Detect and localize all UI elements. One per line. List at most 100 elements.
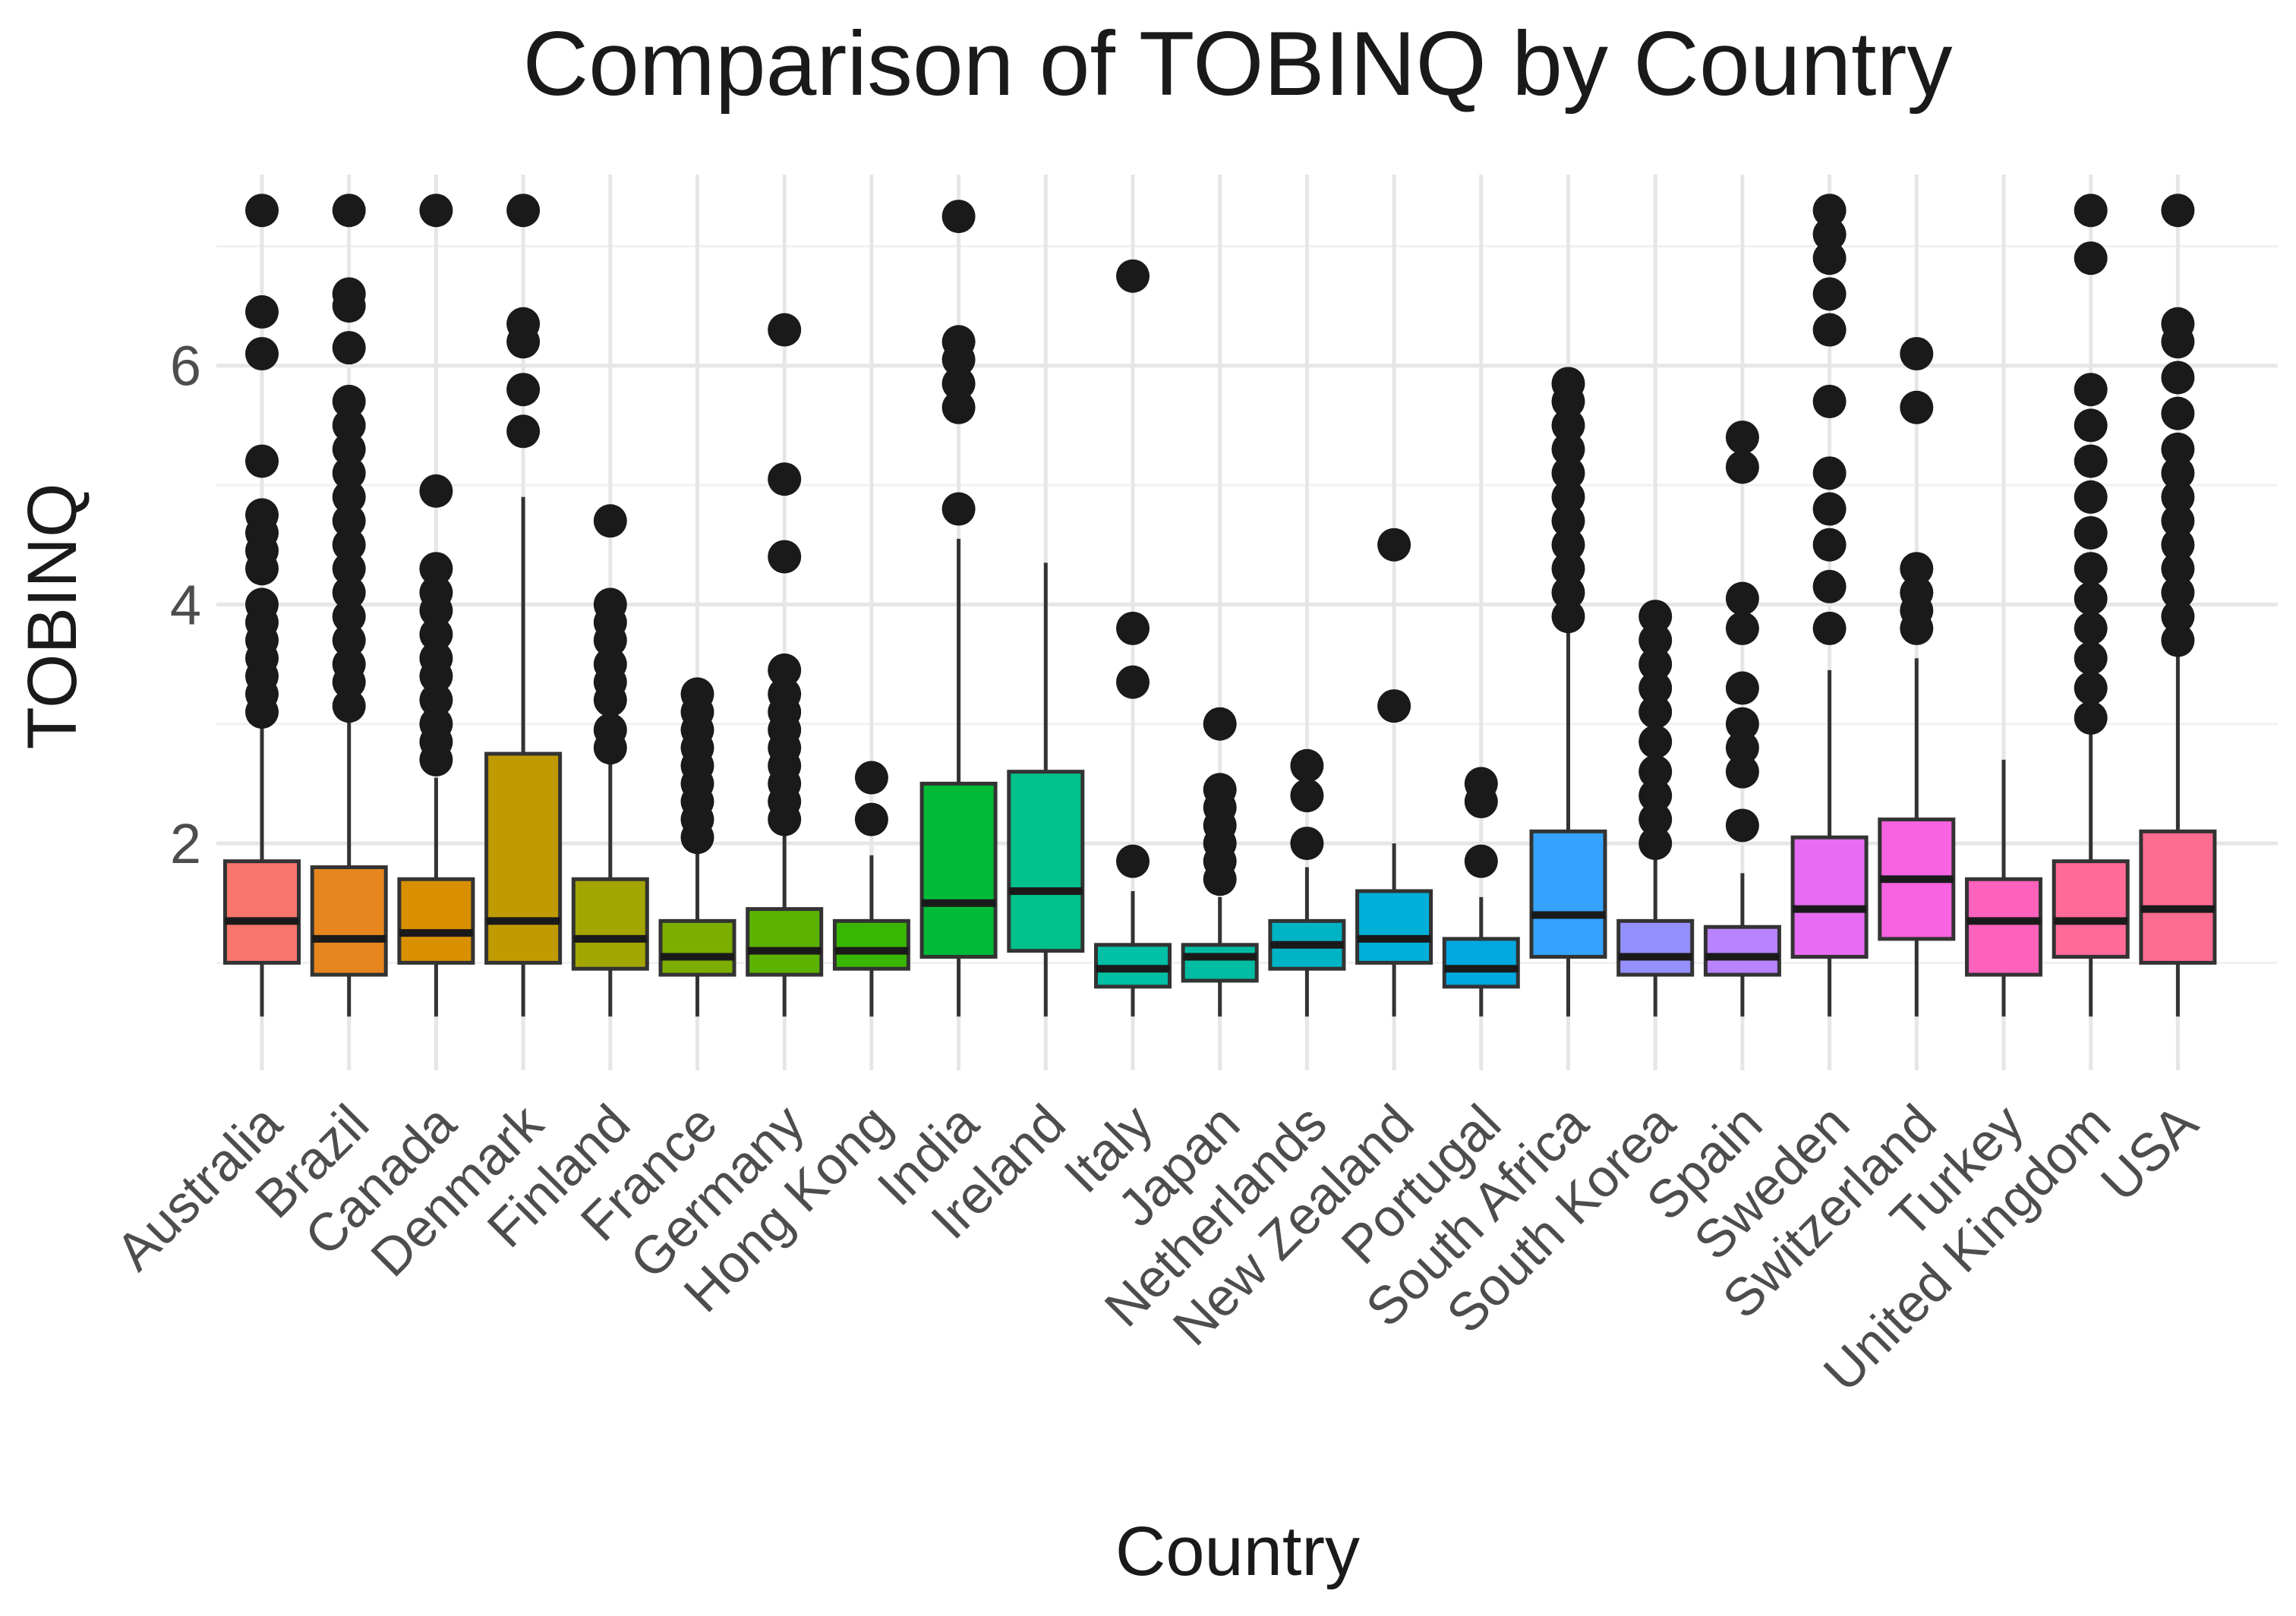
outlier-point bbox=[2074, 516, 2108, 550]
outlier-point bbox=[506, 307, 541, 341]
y-tick-label: 6 bbox=[170, 335, 201, 398]
outlier-point bbox=[1116, 844, 1150, 878]
outlier-point bbox=[593, 647, 627, 682]
box-group-hong-kong bbox=[832, 761, 910, 1017]
box-group-new-zealand bbox=[1355, 528, 1433, 1017]
outlier-point bbox=[506, 373, 541, 407]
outlier-point bbox=[854, 802, 888, 836]
box-group-switzerland bbox=[1878, 337, 1956, 1017]
outlier-point bbox=[1812, 492, 1847, 526]
box-group-japan bbox=[1181, 707, 1259, 1017]
outlier-point bbox=[332, 480, 366, 514]
outlier-point bbox=[2161, 528, 2195, 562]
outlier-point bbox=[1725, 671, 1759, 705]
box bbox=[1355, 889, 1433, 965]
box-group-turkey bbox=[1965, 759, 2042, 1017]
box-group-brazil bbox=[310, 194, 388, 1017]
outlier-point bbox=[768, 677, 802, 711]
outlier-point bbox=[1725, 731, 1759, 765]
outlier-point bbox=[680, 677, 714, 711]
outlier-point bbox=[941, 200, 976, 234]
outlier-point bbox=[768, 540, 802, 574]
outlier-point bbox=[1725, 450, 1759, 484]
outlier-point bbox=[1900, 552, 1934, 586]
box-group-australia bbox=[223, 194, 301, 1017]
outlier-point bbox=[419, 683, 453, 717]
outlier-point bbox=[854, 761, 888, 795]
outlier-point bbox=[332, 432, 366, 466]
outlier-point bbox=[1638, 623, 1673, 657]
outlier-point bbox=[332, 277, 366, 311]
outlier-point bbox=[941, 325, 976, 359]
outlier-point bbox=[1551, 432, 1585, 466]
outlier-point bbox=[332, 575, 366, 610]
outlier-point bbox=[2161, 432, 2195, 466]
box bbox=[1007, 770, 1085, 953]
outlier-point bbox=[1551, 575, 1585, 610]
outlier-point bbox=[2161, 552, 2195, 586]
outlier-point bbox=[332, 408, 366, 443]
box-group-france bbox=[658, 677, 736, 1017]
outlier-point bbox=[332, 552, 366, 586]
outlier-point bbox=[1638, 754, 1673, 789]
outlier-point bbox=[941, 390, 976, 424]
outlier-point bbox=[1290, 827, 1324, 861]
outlier-point bbox=[2074, 373, 2108, 407]
outlier-point bbox=[1464, 767, 1498, 801]
box-group-germany bbox=[746, 313, 824, 1017]
outlier-point bbox=[2074, 552, 2108, 586]
outlier-point bbox=[332, 600, 366, 634]
outlier-point bbox=[1116, 665, 1150, 699]
box bbox=[1703, 925, 1781, 977]
outlier-point bbox=[1551, 552, 1585, 586]
outlier-point bbox=[419, 617, 453, 651]
outlier-point bbox=[2074, 480, 2108, 514]
box bbox=[1965, 877, 2042, 977]
y-axis-title: TOBINQ bbox=[14, 483, 91, 749]
outlier-point bbox=[419, 194, 453, 228]
box-group-italy bbox=[1094, 259, 1172, 1017]
outlier-point bbox=[2161, 396, 2195, 430]
outlier-point bbox=[2074, 581, 2108, 616]
box bbox=[223, 859, 301, 965]
outlier-point bbox=[1638, 725, 1673, 759]
y-axis-ticks: 2 4 6 bbox=[170, 335, 201, 875]
outlier-point bbox=[1812, 456, 1847, 490]
outlier-point bbox=[768, 313, 802, 347]
chart-title: Comparison of TOBINQ by Country bbox=[523, 13, 1953, 115]
outlier-point bbox=[2074, 194, 2108, 228]
outlier-point bbox=[2074, 408, 2108, 443]
outlier-point bbox=[1638, 671, 1673, 705]
outlier-point bbox=[2161, 194, 2195, 228]
outlier-point bbox=[332, 689, 366, 723]
box bbox=[2139, 829, 2217, 965]
box-group-canada bbox=[397, 194, 475, 1017]
outlier-point bbox=[419, 474, 453, 508]
box-group-finland bbox=[571, 504, 649, 1017]
x-tick-label: USA bbox=[2089, 1093, 2209, 1212]
outlier-point bbox=[1290, 779, 1324, 813]
outlier-point bbox=[332, 331, 366, 365]
box-group-netherlands bbox=[1268, 748, 1346, 1017]
outlier-point bbox=[2161, 575, 2195, 610]
box-group-usa bbox=[2139, 194, 2217, 1017]
outlier-point bbox=[1551, 408, 1585, 443]
outlier-point bbox=[1638, 600, 1673, 634]
outlier-point bbox=[245, 337, 279, 370]
box bbox=[397, 877, 475, 965]
outlier-point bbox=[941, 492, 976, 526]
outlier-point bbox=[1812, 569, 1847, 603]
outlier-point bbox=[245, 498, 279, 532]
y-tick-label: 4 bbox=[170, 573, 201, 636]
outlier-point bbox=[332, 384, 366, 418]
outlier-point bbox=[1725, 581, 1759, 616]
outlier-point bbox=[1551, 600, 1585, 634]
outlier-point bbox=[332, 623, 366, 657]
outlier-point bbox=[1812, 611, 1847, 645]
outlier-point bbox=[1551, 367, 1585, 401]
outlier-point bbox=[1551, 504, 1585, 538]
outlier-point bbox=[1638, 647, 1673, 682]
outlier-point bbox=[1812, 528, 1847, 562]
outlier-point bbox=[2161, 600, 2195, 634]
